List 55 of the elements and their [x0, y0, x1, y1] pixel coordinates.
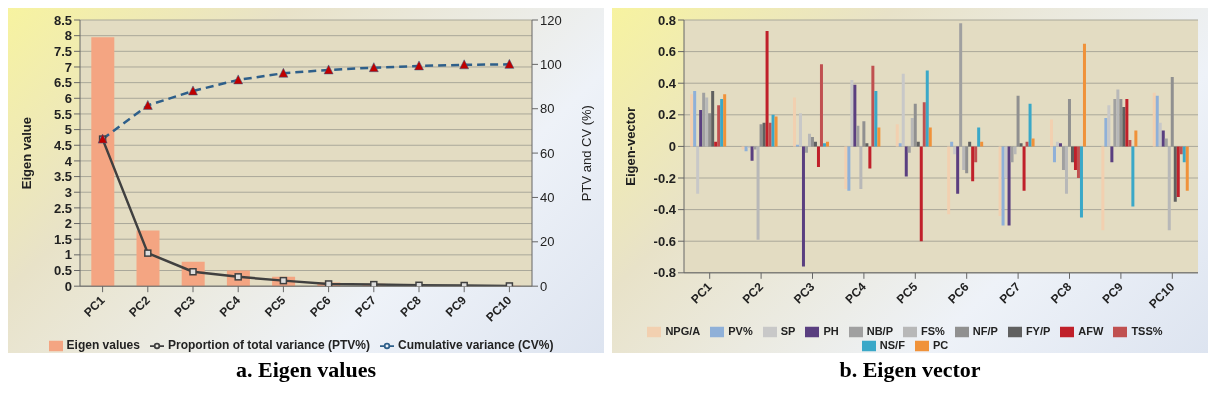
y-tick-label: 8	[64, 28, 72, 44]
y-tick-label: 4	[64, 153, 73, 169]
legend-label: PC	[932, 338, 949, 351]
y2-tick-label: 20	[540, 234, 555, 250]
y-tick-label: 6	[64, 90, 72, 106]
legend-label: SP	[780, 324, 796, 337]
y-tick-label: 5.5	[53, 106, 72, 122]
legend-label: Proportion of total variance (PTV%)	[167, 338, 370, 353]
legend-label: TSS%	[1131, 324, 1163, 337]
y-tick-label: 3.5	[53, 169, 72, 185]
y-tick-label: 1	[64, 247, 72, 263]
y2-tick-label: 80	[540, 101, 555, 117]
legend-label: Cumulative variance (CV%)	[398, 338, 554, 353]
y-tick-label: -0.4	[653, 202, 677, 218]
legend-label: NF/P	[972, 324, 998, 337]
y-tick-label: 0	[668, 139, 676, 155]
y-tick-label: 0.2	[657, 107, 676, 123]
y2-tick-label: 100	[540, 56, 562, 72]
y-tick-label: -0.2	[653, 170, 676, 186]
text: a. Eigen values	[236, 357, 376, 383]
y2-tick-label: 120	[540, 12, 562, 28]
y-tick-label: 5	[64, 122, 72, 138]
y-tick-label: 2.5	[53, 200, 72, 216]
legend-label: PH	[823, 324, 839, 337]
legend-label: FY/P	[1025, 324, 1051, 337]
y-tick-label: -0.6	[653, 233, 676, 249]
legend-label: NPG/A	[665, 324, 701, 337]
y-tick-label: 0.8	[657, 12, 676, 28]
y2-tick-label: 40	[540, 190, 555, 206]
y-tick-label: 4.5	[53, 137, 72, 153]
legend-label: AFW	[1078, 324, 1104, 337]
y-tick-label: 0	[64, 278, 72, 294]
y-axis-title: Eigen value	[18, 116, 34, 190]
y-tick-label: -0.8	[653, 265, 676, 281]
y-tick-label: 0.6	[657, 44, 676, 60]
y-tick-label: 6.5	[53, 75, 72, 91]
y-tick-label: 3	[64, 184, 72, 200]
legend-label: FS%	[920, 324, 945, 337]
legend-label: NS/F	[879, 338, 905, 351]
y2-tick-label: 60	[540, 145, 555, 161]
text: b. Eigen vector	[839, 357, 981, 383]
y-tick-label: 2	[64, 216, 72, 232]
y-tick-label: 8.5	[53, 12, 72, 28]
legend-label: PV%	[728, 324, 753, 337]
x-tick-label: PC1	[81, 292, 108, 320]
y2-axis-title: PTV and CV (%)	[578, 105, 594, 202]
y-tick-label: 7	[64, 59, 72, 75]
y-tick-label: 0.5	[53, 263, 72, 279]
y2-tick-label: 0	[540, 278, 548, 294]
legend-label: Eigen values	[66, 338, 140, 353]
y-tick-label: 1.5	[53, 231, 72, 247]
y-axis-title: Eigen-vector	[622, 107, 638, 186]
y-tick-label: 7.5	[53, 43, 72, 59]
legend-label: NB/P	[866, 324, 893, 337]
y-tick-label: 0.4	[657, 75, 677, 91]
